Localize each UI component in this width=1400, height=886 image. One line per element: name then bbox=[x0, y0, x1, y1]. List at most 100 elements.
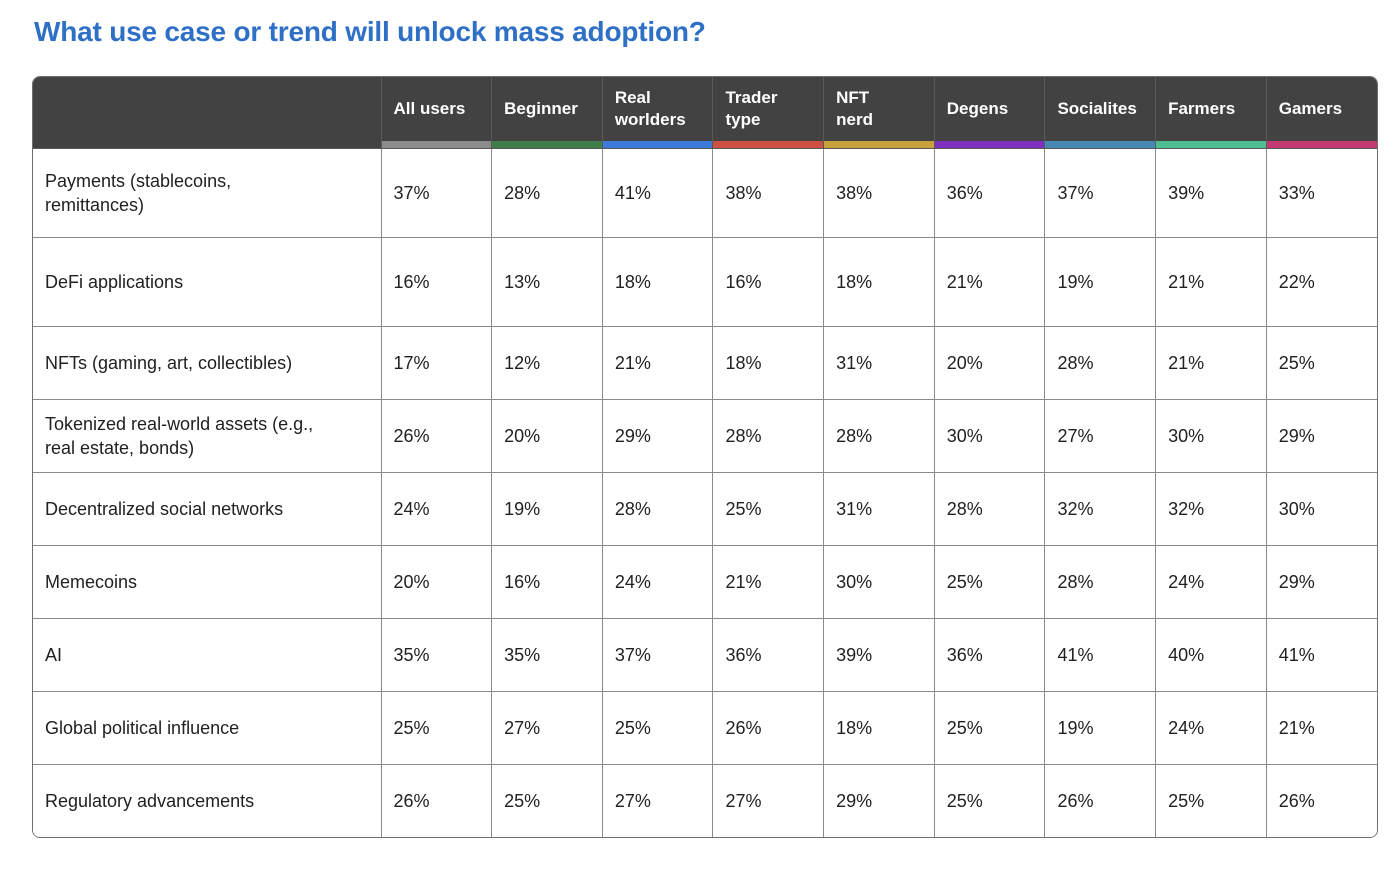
value-cell: 41% bbox=[601, 147, 714, 238]
row-label: AI bbox=[33, 617, 382, 692]
row-label: Memecoins bbox=[33, 544, 382, 619]
table-row: DeFi applications 16% 13% 18% 16% 18% 21% 19% 21… bbox=[33, 236, 1377, 327]
value-cell: 21% bbox=[933, 236, 1046, 327]
table-row: Memecoins 20% 16% 24% 21% 30% 25% 28% 24% 29% bbox=[33, 544, 1377, 619]
column-header-label: NFT nerd bbox=[836, 87, 873, 129]
value-cell: 19% bbox=[491, 471, 603, 546]
value-cell: 28% bbox=[601, 471, 714, 546]
column-header-label: All users bbox=[393, 98, 466, 118]
row-label: DeFi applications bbox=[33, 236, 382, 327]
value-cell: 27% bbox=[491, 690, 603, 765]
value-cell: 29% bbox=[1265, 398, 1377, 473]
value-cell: 36% bbox=[933, 147, 1046, 238]
column-header-label: Real worlders bbox=[614, 87, 686, 129]
column-header-label: Gamers bbox=[1278, 98, 1343, 118]
value-cell: 30% bbox=[823, 544, 935, 619]
column-header-all-users: All users bbox=[380, 77, 493, 149]
value-cell: 27% bbox=[1044, 398, 1157, 473]
value-cell: 29% bbox=[601, 398, 714, 473]
value-cell: 12% bbox=[491, 325, 603, 400]
column-color-bar bbox=[492, 140, 602, 148]
value-cell: 26% bbox=[712, 690, 825, 765]
value-cell: 26% bbox=[380, 763, 493, 837]
value-cell: 21% bbox=[712, 544, 825, 619]
value-cell: 16% bbox=[491, 544, 603, 619]
table-row: NFTs (gaming, art, collectibles) 17% 12% 21… bbox=[33, 325, 1377, 400]
value-cell: 24% bbox=[601, 544, 714, 619]
value-cell: 25% bbox=[601, 690, 714, 765]
value-cell: 31% bbox=[823, 471, 935, 546]
value-cell: 13% bbox=[491, 236, 603, 327]
value-cell: 26% bbox=[1044, 763, 1157, 837]
value-cell: 37% bbox=[1044, 147, 1157, 238]
value-cell: 18% bbox=[823, 690, 935, 765]
value-cell: 21% bbox=[601, 325, 714, 400]
value-cell: 24% bbox=[1155, 544, 1267, 619]
corner-cell bbox=[33, 77, 382, 149]
value-cell: 39% bbox=[1155, 147, 1267, 238]
value-cell: 35% bbox=[491, 617, 603, 692]
value-cell: 30% bbox=[1265, 471, 1377, 546]
value-cell: 33% bbox=[1265, 147, 1377, 238]
column-header-label: Degens bbox=[946, 98, 1009, 118]
value-cell: 35% bbox=[380, 617, 493, 692]
value-cell: 30% bbox=[1155, 398, 1267, 473]
table-row: Global political influence 25% 27% 25% 26% 18… bbox=[33, 690, 1377, 765]
value-cell: 28% bbox=[1044, 544, 1157, 619]
column-color-bar bbox=[1156, 140, 1266, 148]
column-header-farmers: Farmers bbox=[1155, 77, 1267, 149]
value-cell: 20% bbox=[491, 398, 603, 473]
value-cell: 20% bbox=[380, 544, 493, 619]
value-cell: 25% bbox=[933, 763, 1046, 837]
value-cell: 21% bbox=[1265, 690, 1377, 765]
value-cell: 29% bbox=[823, 763, 935, 837]
value-cell: 17% bbox=[380, 325, 493, 400]
column-color-bar bbox=[934, 140, 1045, 148]
column-header-beginner: Beginner bbox=[491, 77, 603, 149]
value-cell: 31% bbox=[823, 325, 935, 400]
header-row: All users Beginner Real worlders Trader typ… bbox=[33, 77, 1377, 149]
column-color-bar bbox=[1045, 140, 1156, 148]
value-cell: 36% bbox=[712, 617, 825, 692]
column-color-bar bbox=[381, 140, 492, 148]
column-color-bar bbox=[824, 140, 934, 148]
value-cell: 16% bbox=[712, 236, 825, 327]
table-row: Decentralized social networks 24% 19% 28% 25… bbox=[33, 471, 1377, 546]
column-header-gamers: Gamers bbox=[1265, 77, 1377, 149]
value-cell: 25% bbox=[1155, 763, 1267, 837]
column-color-bar bbox=[602, 140, 713, 148]
row-label: NFTs (gaming, art, collectibles) bbox=[33, 325, 382, 400]
value-cell: 16% bbox=[380, 236, 493, 327]
value-cell: 28% bbox=[491, 147, 603, 238]
column-color-bar bbox=[1266, 140, 1377, 148]
table-row: Regulatory advancements 26% 25% 27% 27% 29% 25… bbox=[33, 763, 1377, 837]
value-cell: 25% bbox=[1265, 325, 1377, 400]
value-cell: 28% bbox=[933, 471, 1046, 546]
page: What use case or trend will unlock mass … bbox=[0, 16, 1400, 838]
value-cell: 37% bbox=[601, 617, 714, 692]
table-row: Payments (stablecoins, remittances) 37% 28… bbox=[33, 147, 1377, 238]
page-title: What use case or trend will unlock mass … bbox=[34, 16, 706, 47]
value-cell: 26% bbox=[380, 398, 493, 473]
value-cell: 22% bbox=[1265, 236, 1377, 327]
value-cell: 19% bbox=[1044, 690, 1157, 765]
value-cell: 28% bbox=[823, 398, 935, 473]
value-cell: 18% bbox=[823, 236, 935, 327]
value-cell: 24% bbox=[380, 471, 493, 546]
value-cell: 25% bbox=[491, 763, 603, 837]
value-cell: 40% bbox=[1155, 617, 1267, 692]
value-cell: 20% bbox=[933, 325, 1046, 400]
column-header-socialites: Socialites bbox=[1044, 77, 1157, 149]
value-cell: 25% bbox=[712, 471, 825, 546]
table-body: Payments (stablecoins, remittances) 37% 28… bbox=[33, 147, 1377, 837]
value-cell: 18% bbox=[601, 236, 714, 327]
column-header-trader-type: Trader type bbox=[712, 77, 825, 149]
value-cell: 36% bbox=[933, 617, 1046, 692]
value-cell: 27% bbox=[601, 763, 714, 837]
value-cell: 28% bbox=[1044, 325, 1157, 400]
adoption-table: All users Beginner Real worlders Trader typ… bbox=[33, 77, 1377, 837]
value-cell: 28% bbox=[712, 398, 825, 473]
value-cell: 32% bbox=[1155, 471, 1267, 546]
value-cell: 25% bbox=[933, 690, 1046, 765]
value-cell: 32% bbox=[1044, 471, 1157, 546]
